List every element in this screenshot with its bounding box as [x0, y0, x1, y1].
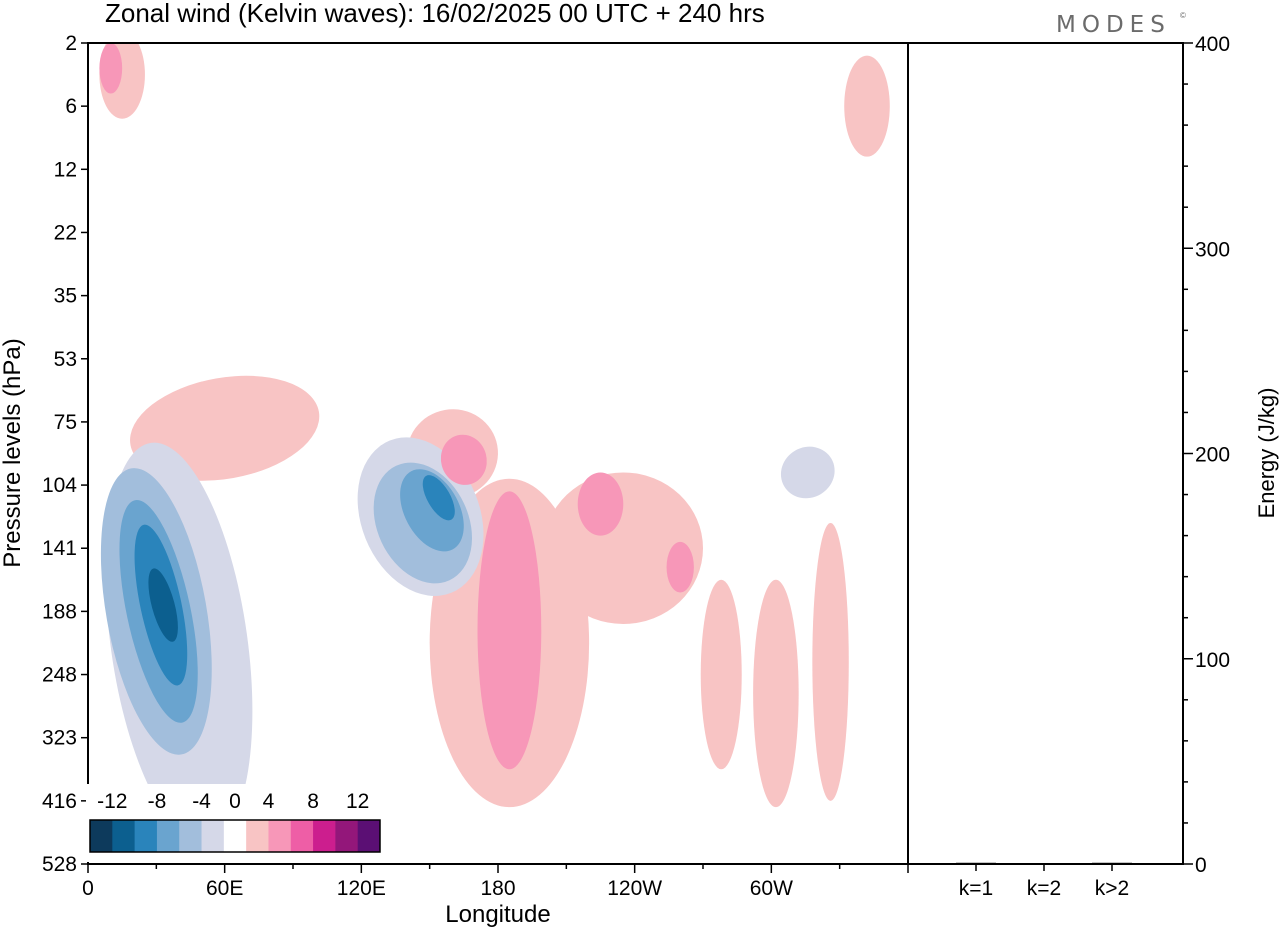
x-axis: 0 60E 120E 180 120W 60W — [82, 864, 909, 900]
colorbar-swatch — [223, 820, 247, 852]
x-tick-label: 60E — [206, 877, 243, 900]
y-tick-label: 416 — [42, 790, 77, 813]
colorbar-swatch — [246, 820, 269, 852]
wind-anomaly-positive — [844, 55, 890, 157]
colorbar-swatch — [156, 820, 180, 852]
y-tick-label: 2 — [65, 32, 77, 55]
colorbar-swatch — [290, 820, 314, 852]
energy-bar — [956, 862, 996, 865]
energy-tick-label: 300 — [1195, 238, 1230, 261]
energy-bars: k=1 k=2 k>2 — [956, 862, 1132, 900]
wind-anomaly-positive — [477, 491, 542, 770]
energy-panel-frame — [907, 42, 1184, 865]
y-tick-label: 188 — [42, 600, 77, 623]
y-tick-label: 248 — [42, 664, 77, 687]
y-tick-label: 53 — [54, 348, 77, 371]
wind-anomaly-negative — [277, 43, 378, 81]
energy-axis-label: Energy (J/kg) — [1254, 388, 1279, 519]
wind-anomaly-positive — [99, 43, 123, 94]
brand-trademark: © — [1180, 11, 1186, 20]
y-axis-label: Pressure levels (hPa) — [0, 338, 26, 567]
category-label: k=2 — [1027, 877, 1061, 900]
colorbar-swatch — [335, 820, 359, 852]
colorbar-frame — [89, 819, 381, 853]
wind-anomaly-positive — [577, 472, 624, 536]
x-tick-label: 120W — [607, 877, 662, 900]
wind-anomaly-positive — [700, 579, 742, 770]
wind-heatmap — [92, 43, 893, 864]
colorbar-swatch — [313, 820, 336, 852]
colorbar-tick-label: 4 — [263, 790, 275, 813]
energy-tick-label: 0 — [1195, 854, 1207, 877]
energy-tick-label: 400 — [1195, 33, 1230, 56]
wind-anomaly-negative — [511, 295, 576, 359]
wind-anomaly-negative — [400, 469, 464, 552]
wind-anomaly-negative — [589, 256, 680, 335]
colorbar-tick-label: -12 — [97, 790, 127, 813]
colorbar-swatch — [268, 820, 292, 852]
colorbar-tick-label: -4 — [192, 790, 211, 813]
y-tick-label: 6 — [65, 95, 77, 118]
wind-anomaly-positive — [666, 541, 694, 593]
colorbar-tick-label: 12 — [346, 790, 369, 813]
energy-tick-label: 100 — [1195, 649, 1230, 672]
wind-anomaly-positive — [812, 522, 849, 801]
energy-bar — [1092, 862, 1132, 865]
x-tick-label: 0 — [82, 877, 94, 900]
colorbar-tick-label: -8 — [148, 790, 167, 813]
y-tick-label: 528 — [42, 853, 77, 876]
colorbar-swatch — [90, 820, 113, 852]
y-tick-label: 35 — [54, 285, 77, 308]
y-tick-label: 22 — [54, 221, 77, 244]
colorbar-tick-label: 0 — [229, 790, 241, 813]
x-tick-label: 180 — [480, 877, 515, 900]
wind-anomaly-negative — [621, 409, 676, 473]
category-label: k=1 — [959, 877, 993, 900]
y-tick-label: 104 — [42, 474, 77, 497]
y-tick-label: 12 — [54, 158, 77, 181]
wind-anomaly-negative — [422, 475, 455, 521]
x-tick-label: 120E — [337, 877, 386, 900]
wind-anomaly-negative — [148, 568, 178, 642]
y-tick-label: 323 — [42, 727, 77, 750]
x-axis-label: Longitude — [445, 901, 550, 928]
wind-anomaly-positive — [753, 579, 799, 808]
colorbar-swatch — [134, 820, 158, 852]
brand-logo: MODES — [1056, 12, 1171, 38]
y-axis: 2 6 12 22 35 53 75 104 141 188 248 323 416 528 — [42, 32, 88, 876]
energy-axis: 0 100 200 300 400 — [1183, 33, 1230, 877]
colorbar: -12 -8 -4 0 4 8 12 — [86, 784, 384, 862]
category-label: k>2 — [1095, 877, 1129, 900]
x-tick-label: 60W — [750, 877, 793, 900]
colorbar-swatch — [357, 820, 381, 852]
chart-title: Zonal wind (Kelvin waves): 16/02/2025 00… — [105, 0, 765, 28]
y-tick-label: 75 — [54, 411, 77, 434]
y-tick-label: 141 — [42, 537, 77, 560]
wind-anomaly-negative — [92, 125, 129, 239]
colorbar-swatch — [112, 820, 136, 852]
wind-anomaly-negative — [780, 446, 835, 499]
colorbar-swatch — [201, 820, 225, 852]
colorbar-tick-label: 8 — [307, 790, 319, 813]
colorbar-swatch — [179, 820, 203, 852]
energy-tick-label: 200 — [1195, 444, 1230, 467]
wind-anomaly-positive — [440, 434, 487, 485]
